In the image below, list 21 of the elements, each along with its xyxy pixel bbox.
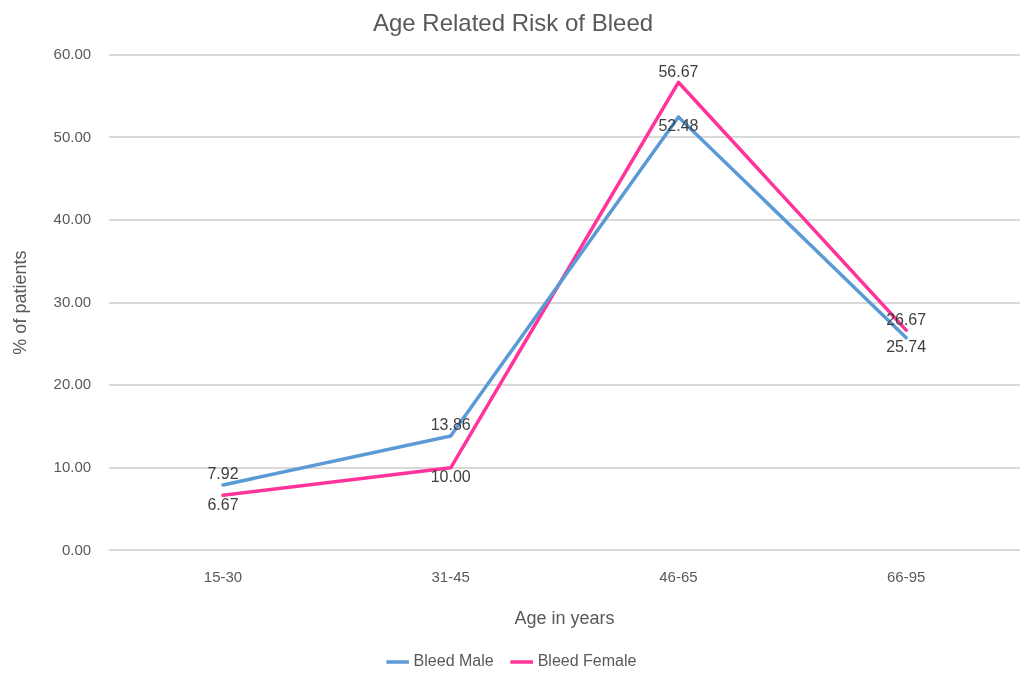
y-tick-label: 50.00	[53, 127, 92, 145]
y-tick-label: 30.00	[53, 292, 92, 310]
data-label: 25.74	[886, 338, 927, 356]
y-tick-label: 40.00	[53, 210, 92, 228]
x-tick-label: 66-95	[886, 567, 926, 585]
data-label: 56.67	[658, 62, 699, 80]
data-label: 10.00	[430, 468, 471, 486]
x-tick-label: 46-65	[659, 567, 698, 585]
data-label: 6.67	[207, 495, 239, 513]
legend-label: Bleed Female	[537, 652, 637, 670]
x-tick-label: 31-45	[431, 567, 470, 585]
y-tick-label: 20.00	[53, 375, 92, 393]
x-tick-label: 15-30	[203, 567, 243, 585]
x-axis-title: Age in years	[514, 608, 615, 629]
data-label: 7.92	[207, 465, 239, 483]
y-axis-title: % of patients	[9, 250, 30, 355]
y-tick-label: 60.00	[53, 44, 92, 62]
chart-title: Age Related Risk of Bleed	[372, 9, 654, 37]
legend-label: Bleed Male	[413, 652, 494, 670]
y-tick-label: 0.00	[61, 540, 92, 558]
y-tick-label: 10.00	[53, 457, 92, 475]
